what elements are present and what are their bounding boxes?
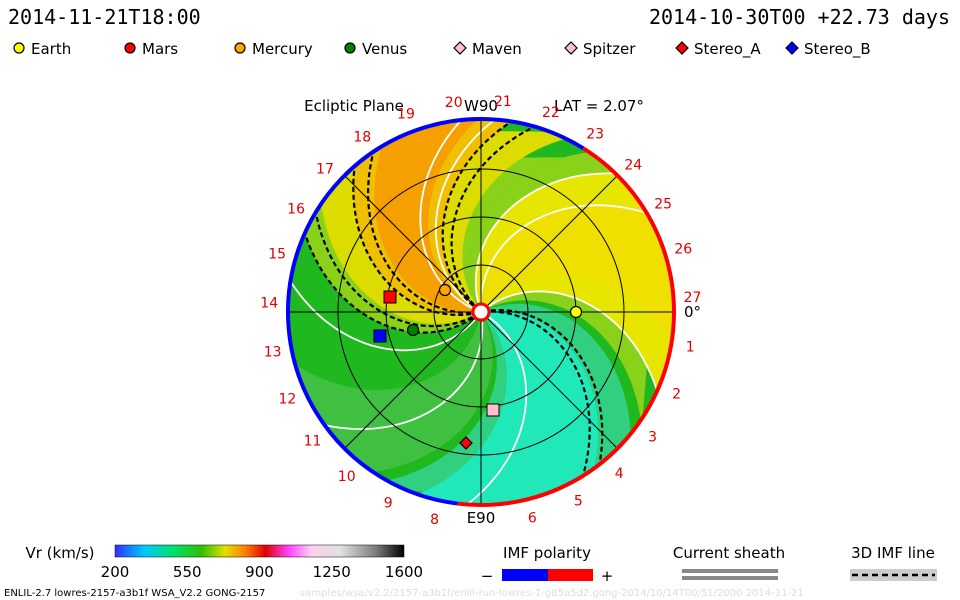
longitude-label: 11 xyxy=(304,434,322,450)
footer-right: samples/wsa/v2.2/2157-a3b1f/enlil-run-lo… xyxy=(300,588,804,599)
longitude-label: 27 xyxy=(684,290,702,306)
colorbar-tick: 1250 xyxy=(313,563,351,581)
longitude-label: 13 xyxy=(264,344,282,360)
longitude-label: 10 xyxy=(338,469,356,485)
longitude-label: 12 xyxy=(278,391,296,407)
speed-band xyxy=(374,119,543,313)
longitude-label: 16 xyxy=(287,201,305,217)
legend-label: Stereo_B xyxy=(804,40,871,59)
marker xyxy=(453,41,467,55)
legend-label: Stereo_A xyxy=(694,40,761,59)
longitude-label: 26 xyxy=(674,242,692,258)
colorbar xyxy=(114,544,405,558)
longitude-label: 4 xyxy=(615,466,624,482)
marker xyxy=(785,41,799,55)
longitude-label: 6 xyxy=(528,511,537,527)
longitude-label: 17 xyxy=(316,161,334,177)
imf-line xyxy=(434,119,502,308)
sheath-title: Current sheath xyxy=(673,544,785,562)
marker xyxy=(234,42,246,54)
imf-line xyxy=(488,290,661,399)
plot-overlay xyxy=(286,117,676,507)
marker xyxy=(373,329,387,343)
imf-line xyxy=(474,172,623,303)
longitude-label: 22 xyxy=(542,105,560,121)
imf-line xyxy=(288,274,476,352)
polarity-rim xyxy=(457,146,676,507)
longitude-label: 2 xyxy=(672,387,681,403)
marker xyxy=(124,42,136,54)
longitude-label: 5 xyxy=(574,493,583,509)
imf-line xyxy=(352,158,472,316)
longitude-label: 9 xyxy=(384,496,393,512)
legend-label: Mercury xyxy=(252,40,313,58)
imf-negative xyxy=(502,569,548,581)
imf-positive xyxy=(548,569,593,581)
imf-minus: − xyxy=(481,567,494,585)
imf-line xyxy=(460,316,528,505)
right-label: 0° xyxy=(684,303,701,321)
marker xyxy=(13,42,25,54)
legend-label: Spitzer xyxy=(583,40,636,58)
speed-band xyxy=(480,205,674,413)
imf-line-title: 3D IMF line xyxy=(851,544,935,562)
marker xyxy=(383,290,397,304)
imf-line xyxy=(301,225,474,334)
footer-left: ENLIL-2.7 lowres-2157-a3b1f WSA_V2.2 GON… xyxy=(4,588,265,599)
legend-label: Earth xyxy=(31,40,71,58)
colorbar-tick: 1600 xyxy=(385,563,423,581)
imf-line xyxy=(367,144,471,314)
legend-label: Mars xyxy=(142,40,178,58)
longitude-label: 14 xyxy=(260,295,278,311)
longitude-label: 19 xyxy=(397,107,415,123)
longitude-label: 24 xyxy=(624,158,642,174)
longitude-label: 3 xyxy=(648,430,657,446)
marker xyxy=(564,41,578,55)
colorbar-title: Vr (km/s) xyxy=(25,544,94,562)
marker xyxy=(406,323,420,337)
imf-line xyxy=(490,308,604,473)
marker xyxy=(438,283,452,297)
lat-label: LAT = 2.07° xyxy=(554,97,644,115)
colorbar-tick: 200 xyxy=(101,563,130,581)
marker xyxy=(486,403,500,417)
plot-title: Ecliptic Plane xyxy=(304,97,404,115)
speed-band xyxy=(344,310,599,505)
imf-line xyxy=(316,321,484,430)
longitude-label: 8 xyxy=(430,512,439,528)
bottom-label: E90 xyxy=(467,509,496,527)
legend: Earth Mars Mercury Venus Maven Spitzer Stereo_… xyxy=(13,40,871,59)
sun xyxy=(471,302,491,322)
longitude-label: 18 xyxy=(353,129,371,145)
longitude-label: 20 xyxy=(445,95,463,111)
colorbar-tick: 900 xyxy=(245,563,274,581)
marker xyxy=(459,436,473,450)
ref-time: 2014-10-30T00 +22.73 days xyxy=(649,5,950,29)
sim-time: 2014-11-21T18:00 xyxy=(8,5,201,29)
longitude-label: 23 xyxy=(586,126,604,142)
imf-line xyxy=(450,122,542,306)
imf-line xyxy=(479,204,655,303)
marker xyxy=(344,42,356,54)
imf-plus: + xyxy=(601,567,614,585)
colorbar-ticks: 200 550 900 1250 1600 xyxy=(101,563,423,581)
marker xyxy=(569,305,583,319)
longitude-label: 25 xyxy=(654,197,672,213)
legend-label: Venus xyxy=(362,40,407,58)
top-label: W90 xyxy=(464,97,498,115)
imf-title: IMF polarity xyxy=(503,544,591,562)
imf-line xyxy=(313,204,473,328)
longitude-label: 1 xyxy=(686,339,695,355)
colorbar-tick: 550 xyxy=(173,563,202,581)
marker xyxy=(675,41,689,55)
polarity-rim xyxy=(286,117,585,506)
legend-label: Maven xyxy=(472,40,522,58)
longitude-label: 21 xyxy=(494,94,512,110)
imf-line xyxy=(441,119,519,307)
imf-line xyxy=(490,310,591,484)
longitude-label: 15 xyxy=(268,247,286,263)
